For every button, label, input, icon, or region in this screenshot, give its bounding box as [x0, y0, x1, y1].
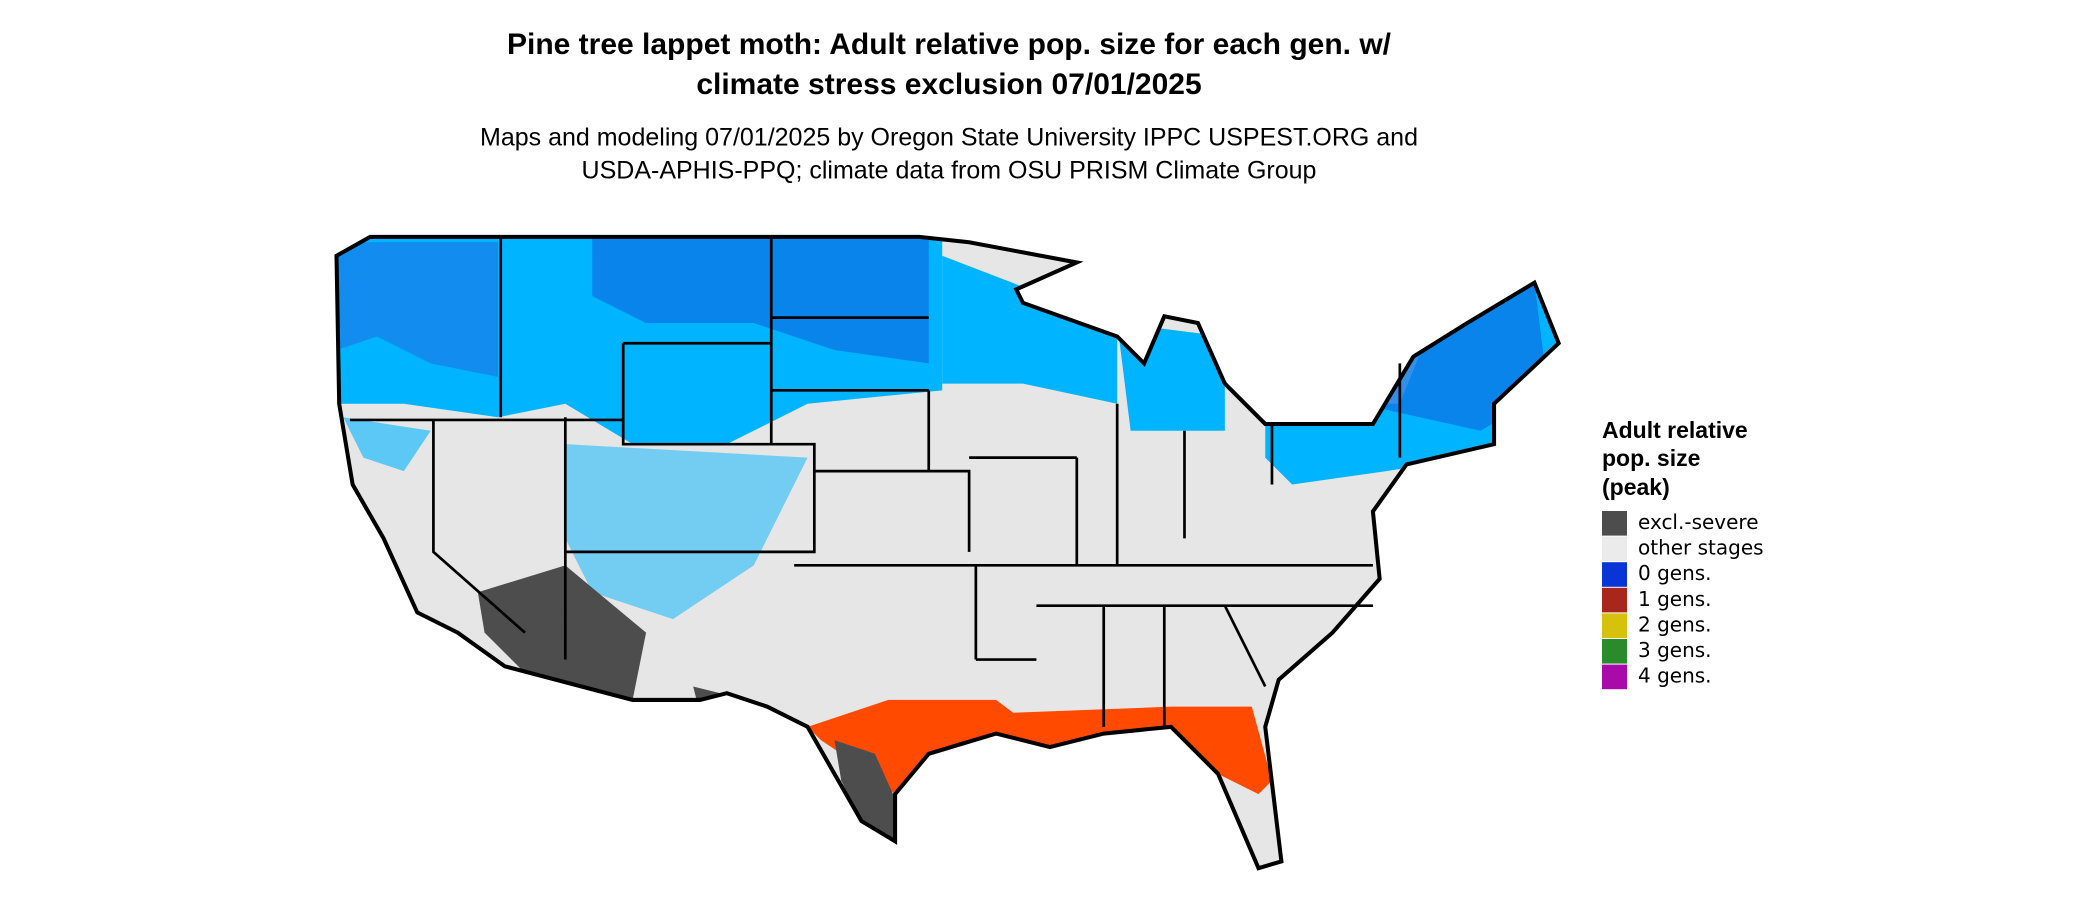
subtitle: USDA-APHIS-PPQ; climate data from OSU PR… [582, 157, 1317, 185]
legend-swatch [1602, 536, 1627, 562]
legend-swatch [1602, 562, 1627, 587]
map [323, 229, 1561, 868]
legend-label: other stages [1638, 536, 1764, 560]
legend-label: 4 gens. [1638, 664, 1712, 688]
legend-title: Adult relative [1602, 417, 1748, 443]
legend-label: excl.-severe [1638, 510, 1759, 534]
legend-swatch [1602, 664, 1627, 690]
legend: Adult relative pop. size (peak) excl.-se… [1602, 417, 1764, 690]
legend-label: 0 gens. [1638, 561, 1712, 585]
legend-label: 1 gens. [1638, 587, 1712, 611]
title: Pine tree lappet moth: Adult relative po… [507, 28, 1392, 61]
subtitle: Maps and modeling 07/01/2025 by Oregon S… [480, 124, 1418, 152]
legend-swatch [1602, 613, 1627, 638]
legend-title: pop. size [1602, 445, 1700, 471]
legend-title: (peak) [1602, 474, 1670, 500]
legend-swatch [1602, 639, 1627, 664]
legend-label: 2 gens. [1638, 612, 1712, 636]
legend-swatch [1602, 511, 1627, 536]
legend-swatch [1602, 587, 1627, 613]
legend-label: 3 gens. [1638, 638, 1712, 662]
title: climate stress exclusion 07/01/2025 [696, 68, 1201, 101]
